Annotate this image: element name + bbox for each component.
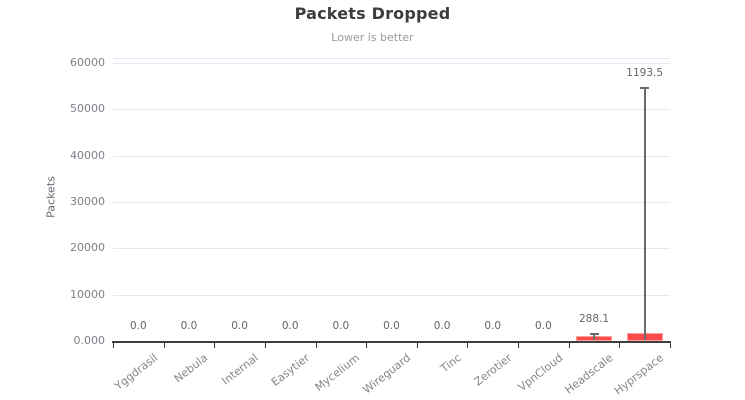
value-label: 0.0 — [383, 320, 400, 332]
x-axis-label-easytier: Easytier — [268, 351, 312, 389]
value-label: 0.0 — [535, 320, 552, 332]
x-axis-label-tinc: Tinc — [437, 351, 464, 376]
y-tick-label: 20000 — [70, 241, 105, 255]
x-axis-tick — [214, 343, 216, 348]
value-label: 288.1 — [579, 313, 610, 326]
y-tick-label: 0.000 — [73, 334, 106, 347]
x-axis-label-hyprspace: Hyprspace — [611, 351, 667, 398]
x-axis-label-nebula: Nebula — [171, 351, 211, 386]
x-axis-label-yggdrasil: Yggdrasil — [111, 351, 160, 393]
value-label: 0.0 — [129, 320, 147, 332]
x-axis-tick — [163, 343, 165, 348]
y-tick-label: 30000 — [70, 195, 105, 208]
error-bar-cap — [640, 87, 650, 90]
x-axis-tick — [670, 343, 671, 348]
x-axis-label-wireguard: Wireguard — [360, 351, 413, 397]
value-label: 0.0 — [231, 320, 248, 332]
y-tick-label: 40000 — [70, 148, 105, 162]
x-axis-label-vpncloud: VpnCloud — [515, 351, 565, 395]
x-axis-tick — [619, 343, 621, 348]
gridline-50000 — [113, 109, 670, 111]
x-axis-tick — [264, 343, 266, 348]
value-label: 0.0 — [281, 320, 299, 332]
y-tick-label: 10000 — [70, 287, 105, 301]
gridline-30000 — [113, 202, 670, 203]
x-axis-label-mycelium: Mycelium — [312, 351, 363, 394]
error-bar-line — [593, 333, 596, 340]
x-axis-label-headscale: Headscale — [562, 351, 616, 397]
value-label: 0.0 — [484, 320, 502, 332]
error-bar-cap — [589, 333, 599, 336]
gridline-40000 — [113, 155, 670, 157]
value-label: 0.0 — [433, 320, 451, 332]
value-label: 0.0 — [180, 320, 198, 332]
plot-top-border — [113, 58, 670, 59]
error-bar-line — [643, 87, 646, 340]
x-axis-tick — [416, 343, 418, 348]
y-tick-label: 60000 — [70, 56, 105, 69]
value-label: 1193.5 — [626, 67, 664, 80]
gridline-60000 — [113, 63, 670, 64]
chart-title: Packets Dropped — [294, 4, 451, 23]
x-axis-label-zerotier: Zerotier — [471, 351, 515, 389]
x-axis-tick — [568, 343, 570, 348]
x-axis-tick — [315, 343, 317, 348]
value-label: 0.0 — [332, 320, 350, 332]
x-axis-line — [112, 341, 671, 343]
gridline-10000 — [113, 294, 670, 296]
x-axis-tick — [467, 343, 469, 348]
gridline-20000 — [113, 248, 670, 250]
x-axis-tick — [113, 343, 114, 348]
y-tick-label: 50000 — [70, 102, 105, 116]
x-axis-tick — [366, 343, 368, 348]
chart-subtitle: Lower is better — [331, 31, 414, 44]
x-axis-label-internal: Internal — [219, 351, 261, 388]
x-axis-tick — [518, 343, 520, 348]
